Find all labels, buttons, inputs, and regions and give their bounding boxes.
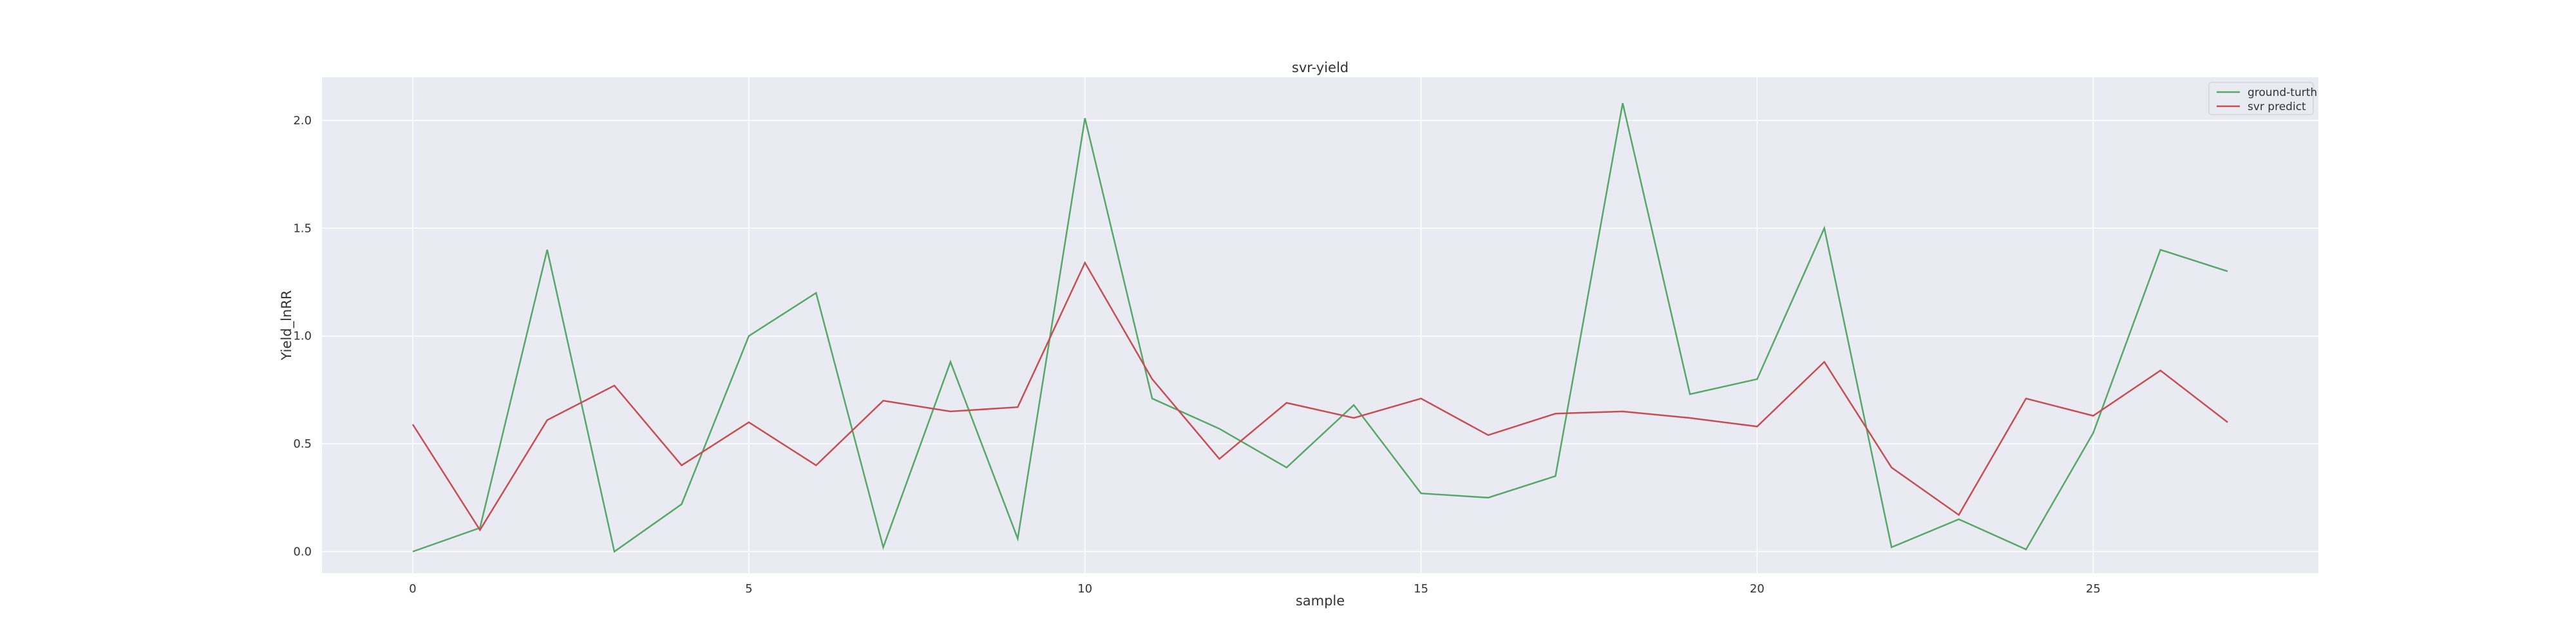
x-tick-label: 5 xyxy=(745,582,752,596)
x-tick-label: 0 xyxy=(409,582,416,596)
y-axis-label: Yield_lnRR xyxy=(279,290,295,361)
y-tick-label: 0.5 xyxy=(293,437,312,451)
series-lines xyxy=(412,102,2228,553)
x-tick-label: 25 xyxy=(2086,582,2101,596)
series-line-svr-predict xyxy=(412,261,2228,532)
x-tick-label: 15 xyxy=(1414,582,1428,596)
legend-label: svr predict xyxy=(2248,100,2306,113)
x-axis-label: sample xyxy=(1296,593,1345,609)
series-line-ground-turth xyxy=(412,102,2228,553)
y-tick-labels: 0.0 0.5 1.0 1.5 2.0 xyxy=(293,114,312,559)
y-tick-label: 1.5 xyxy=(293,222,312,235)
y-tick-label: 0.0 xyxy=(293,545,312,559)
x-tick-label: 10 xyxy=(1077,582,1092,596)
x-tick-labels: 0 5 10 15 20 25 xyxy=(409,582,2101,596)
chart-title: svr-yield xyxy=(1292,60,1349,75)
y-tick-label: 1.0 xyxy=(293,330,312,343)
grid xyxy=(322,77,2318,573)
plot-area xyxy=(322,77,2318,573)
y-tick-label: 2.0 xyxy=(293,114,312,128)
x-tick-label: 20 xyxy=(1750,582,1765,596)
legend-label: ground-turth xyxy=(2248,86,2317,99)
